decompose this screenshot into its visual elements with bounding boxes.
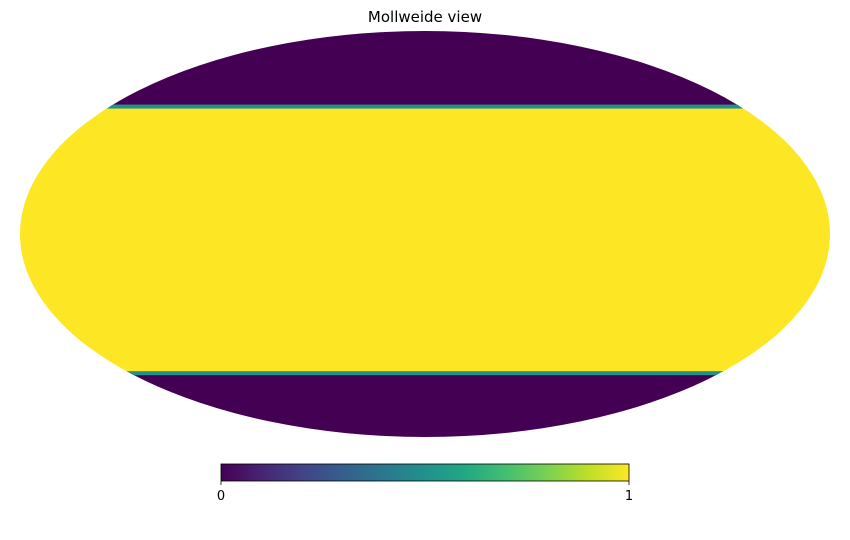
colorbar-min-label: 0 <box>217 489 225 504</box>
colorbar: 0 1 <box>217 463 633 504</box>
colorbar-gradient <box>220 463 630 482</box>
map-area <box>20 31 830 437</box>
map-band-edge-2 <box>20 104 830 109</box>
map-band-3 <box>20 31 830 107</box>
colorbar-max-label: 1 <box>625 489 633 504</box>
map-band-2 <box>20 106 830 374</box>
map-band-1 <box>20 373 830 437</box>
map-band-edge-1 <box>20 371 830 376</box>
chart-title: Mollweide view <box>368 8 482 26</box>
